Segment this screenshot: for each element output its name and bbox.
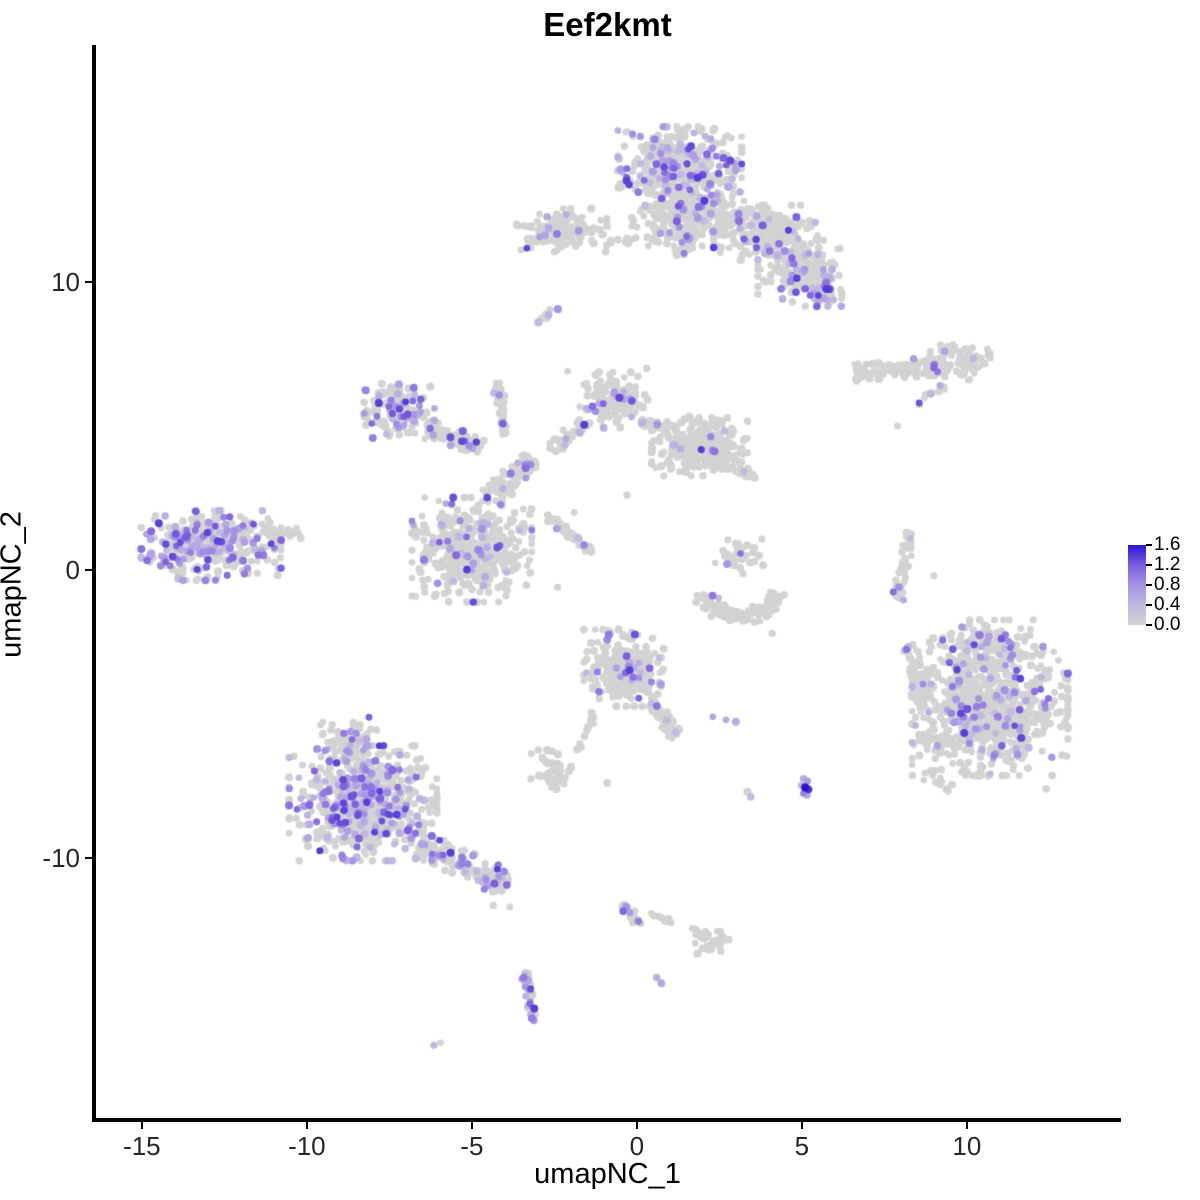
legend-tick-mark bbox=[1146, 604, 1152, 606]
legend-tick-label: 1.2 bbox=[1154, 554, 1181, 575]
plot-panel bbox=[95, 45, 1120, 1118]
x-tick-label: -15 bbox=[123, 1131, 161, 1161]
x-tick-mark bbox=[635, 1122, 638, 1129]
scatter-canvas bbox=[95, 45, 1120, 1118]
x-tick-mark bbox=[965, 1122, 968, 1129]
x-tick-label: 10 bbox=[952, 1131, 982, 1161]
y-tick-label: -10 bbox=[42, 842, 80, 873]
legend-gradient-bar bbox=[1128, 545, 1146, 625]
x-tick-label: 5 bbox=[794, 1131, 810, 1161]
x-tick-mark bbox=[470, 1122, 473, 1129]
y-tick-mark bbox=[85, 856, 92, 859]
y-axis-line bbox=[92, 45, 96, 1122]
y-tick-label: 0 bbox=[65, 554, 80, 585]
legend-tick-mark bbox=[1146, 624, 1152, 626]
x-tick-mark bbox=[305, 1122, 308, 1129]
expression-legend: 1.6 1.2 0.8 0.4 0.0 bbox=[1120, 535, 1200, 640]
x-tick-mark bbox=[140, 1122, 143, 1129]
legend-tick-label: 0.4 bbox=[1154, 594, 1181, 615]
legend-tick-label: 0.0 bbox=[1154, 614, 1181, 635]
x-tick-label: -5 bbox=[460, 1131, 484, 1161]
legend-tick-mark bbox=[1146, 564, 1152, 566]
x-tick-label: -10 bbox=[288, 1131, 326, 1161]
y-axis-title: umapNC_2 bbox=[0, 511, 28, 658]
x-axis-line bbox=[92, 1118, 1121, 1122]
x-axis-title: umapNC_1 bbox=[534, 1158, 681, 1190]
x-tick-mark bbox=[800, 1122, 803, 1129]
legend-tick-mark bbox=[1146, 584, 1152, 586]
y-tick-mark bbox=[85, 568, 92, 571]
x-tick-label: 0 bbox=[629, 1131, 645, 1161]
legend-tick-label: 0.8 bbox=[1154, 574, 1181, 595]
plot-title: Eef2kmt bbox=[543, 6, 672, 43]
legend-tick-mark bbox=[1146, 544, 1152, 546]
y-tick-mark bbox=[85, 281, 92, 283]
y-tick-label: 10 bbox=[51, 267, 80, 297]
legend-tick-label: 1.6 bbox=[1154, 534, 1181, 555]
